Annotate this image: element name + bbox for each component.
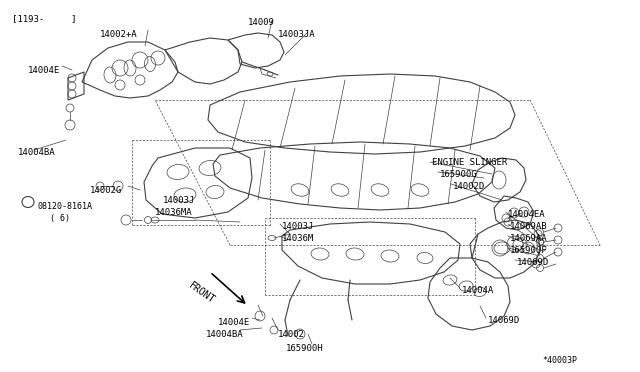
Text: 14004E: 14004E — [218, 318, 250, 327]
Text: 16590QF: 16590QF — [510, 246, 548, 255]
Text: 14002+A: 14002+A — [100, 30, 138, 39]
Text: 14003J: 14003J — [163, 196, 195, 205]
Text: 14069AB: 14069AB — [510, 222, 548, 231]
Text: 14036M: 14036M — [282, 234, 314, 243]
Text: ENGINE SLINGER: ENGINE SLINGER — [432, 158, 508, 167]
Text: *40003P: *40003P — [542, 356, 577, 365]
Text: 14004A: 14004A — [462, 286, 494, 295]
Text: 14069AA: 14069AA — [510, 234, 548, 243]
Text: 14069D: 14069D — [488, 316, 520, 325]
Text: 14003J: 14003J — [282, 222, 314, 231]
Text: 14002: 14002 — [278, 330, 305, 339]
Text: 08120-8161A: 08120-8161A — [38, 202, 93, 211]
Text: 14004BA: 14004BA — [18, 148, 56, 157]
Text: 14036MA: 14036MA — [155, 208, 193, 217]
Text: 165900H: 165900H — [286, 344, 324, 353]
Text: 165900G: 165900G — [440, 170, 477, 179]
Text: 14009: 14009 — [248, 18, 275, 27]
Text: 14004BA: 14004BA — [206, 330, 244, 339]
Text: 14069D: 14069D — [517, 258, 549, 267]
Text: 14002D: 14002D — [453, 182, 485, 191]
Text: 14004E: 14004E — [28, 66, 60, 75]
Text: ( 6): ( 6) — [50, 214, 70, 223]
Text: 14002G: 14002G — [90, 186, 122, 195]
Text: FRONT: FRONT — [186, 280, 216, 305]
Text: 14004EA: 14004EA — [508, 210, 546, 219]
Text: [1193-     ]: [1193- ] — [12, 14, 77, 23]
Text: 14003JA: 14003JA — [278, 30, 316, 39]
